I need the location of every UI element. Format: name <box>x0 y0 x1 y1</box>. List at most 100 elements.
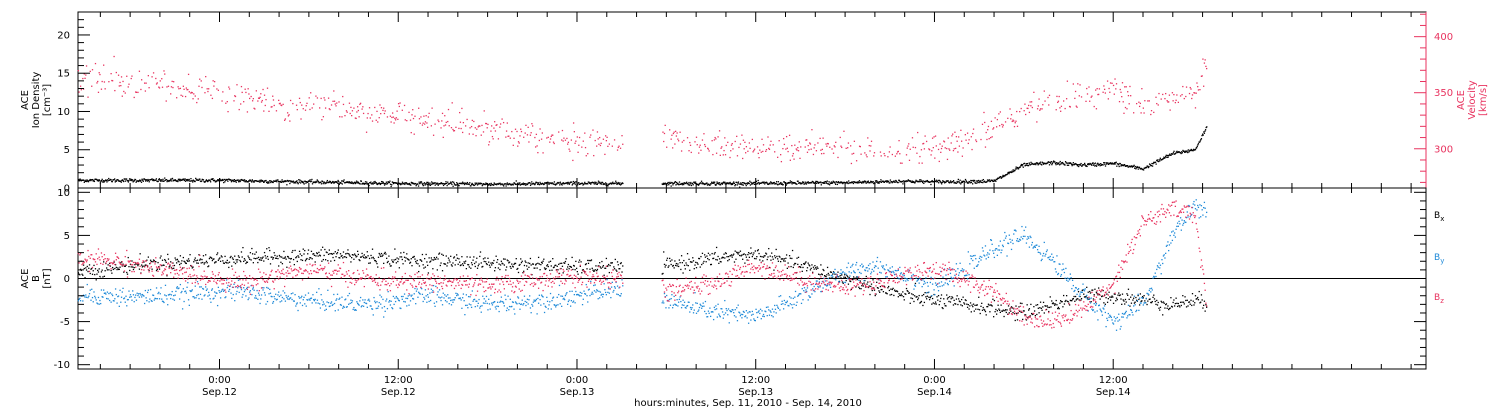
data-point <box>924 135 926 137</box>
data-point <box>1139 102 1142 105</box>
y-tick-label: 10 <box>57 107 70 118</box>
data-point <box>427 116 430 118</box>
data-point <box>850 288 853 290</box>
data-point <box>692 257 694 259</box>
data-point <box>555 264 557 266</box>
data-point <box>599 262 601 264</box>
data-point <box>224 255 226 258</box>
data-point <box>604 135 607 137</box>
data-point <box>963 302 965 304</box>
data-point <box>350 106 352 109</box>
data-point <box>479 305 482 307</box>
data-point <box>239 285 241 288</box>
data-point <box>938 182 940 184</box>
data-point <box>409 262 411 264</box>
data-point <box>618 268 620 270</box>
data-point <box>701 263 703 266</box>
data-point <box>1150 301 1152 304</box>
data-point <box>476 267 479 269</box>
data-point <box>109 292 112 294</box>
data-point <box>308 180 311 182</box>
data-point <box>477 183 479 185</box>
data-point <box>266 300 269 303</box>
data-point <box>412 109 414 111</box>
data-point <box>897 181 899 184</box>
data-point <box>1171 306 1174 308</box>
data-point <box>234 286 237 288</box>
data-point <box>936 180 939 183</box>
data-point <box>1157 301 1159 304</box>
data-point <box>599 266 602 268</box>
data-point <box>463 182 465 184</box>
data-point <box>682 272 684 274</box>
data-point <box>1030 105 1032 107</box>
data-point <box>1114 78 1116 80</box>
data-point <box>569 182 571 184</box>
data-point <box>683 182 685 184</box>
data-point <box>725 252 727 255</box>
data-point <box>357 253 360 256</box>
data-point <box>757 249 759 251</box>
data-point <box>1064 164 1066 166</box>
data-point <box>537 151 539 154</box>
data-point <box>520 258 522 260</box>
data-point <box>187 282 189 284</box>
data-point <box>737 182 739 184</box>
data-point <box>724 154 727 156</box>
data-point <box>405 257 407 259</box>
data-point <box>237 259 239 261</box>
data-point <box>902 291 904 293</box>
data-point <box>389 304 392 306</box>
data-point <box>187 180 189 182</box>
data-point <box>205 180 207 182</box>
data-point <box>485 261 487 263</box>
data-point <box>488 264 491 266</box>
data-point <box>298 181 301 183</box>
data-point <box>1190 299 1192 301</box>
data-point <box>427 272 430 274</box>
data-point <box>97 271 100 273</box>
data-point <box>959 301 961 303</box>
data-point <box>905 293 907 295</box>
data-point <box>1130 296 1132 298</box>
data-point <box>79 274 81 276</box>
data-point <box>691 261 693 263</box>
data-point <box>905 181 907 183</box>
data-point <box>1052 161 1054 163</box>
data-point <box>1089 100 1091 102</box>
data-point <box>1190 149 1192 152</box>
data-point <box>933 136 935 138</box>
data-point <box>318 251 320 254</box>
data-point <box>227 110 229 113</box>
data-point <box>122 180 124 182</box>
data-point <box>860 288 862 290</box>
data-point <box>960 182 962 184</box>
data-point <box>801 270 803 273</box>
data-point <box>1132 165 1135 168</box>
data-point <box>517 182 519 184</box>
data-point <box>383 184 386 186</box>
data-point <box>301 304 304 307</box>
data-point <box>79 85 82 87</box>
data-point <box>319 107 321 109</box>
data-point <box>743 148 745 150</box>
data-point <box>103 81 106 83</box>
data-point <box>587 262 590 264</box>
data-point <box>540 138 543 140</box>
data-point <box>87 270 89 273</box>
data-point <box>566 183 569 185</box>
data-point <box>768 183 770 185</box>
data-point <box>764 255 766 257</box>
y-axis-title: ACEIon Density[cm⁻³] <box>20 72 53 129</box>
data-point <box>176 180 178 182</box>
data-point <box>184 178 186 180</box>
data-point <box>1119 88 1121 91</box>
data-point <box>327 253 330 255</box>
data-point <box>518 302 520 305</box>
data-point <box>77 69 79 72</box>
data-point <box>584 271 586 273</box>
data-point <box>865 275 867 278</box>
data-point <box>520 128 522 130</box>
data-point <box>266 286 268 289</box>
data-point <box>294 181 296 183</box>
